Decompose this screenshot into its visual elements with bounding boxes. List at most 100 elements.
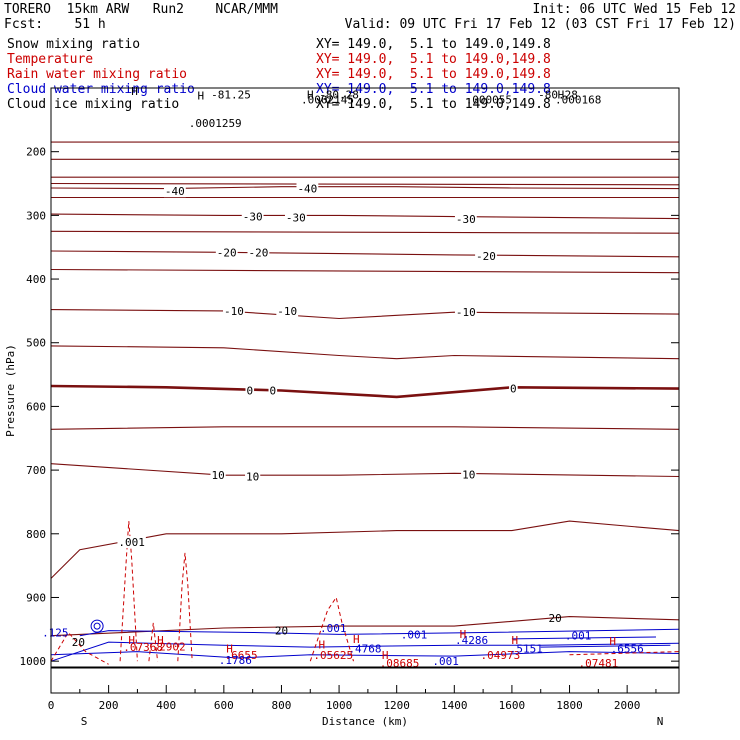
rain-water-contour bbox=[569, 651, 680, 656]
x-tick-label: 800 bbox=[272, 699, 292, 712]
contour-label: .001 bbox=[432, 655, 459, 668]
contour-label: 20 bbox=[549, 612, 562, 625]
contour-label: .001 bbox=[118, 536, 145, 549]
y-tick-label: 500 bbox=[26, 337, 46, 350]
contour-label: .4768 bbox=[348, 642, 381, 655]
legend-label: Cloud ice mixing ratio bbox=[7, 97, 180, 112]
contour-label: .0001259 bbox=[189, 117, 242, 130]
contour-label: 10 bbox=[246, 470, 259, 483]
contour-label: H bbox=[197, 90, 204, 103]
y-tick-label: 300 bbox=[26, 209, 46, 222]
contour-label: .125 bbox=[42, 627, 69, 640]
contour-label: -80.28 bbox=[319, 88, 359, 101]
cloud-water-contour bbox=[93, 622, 101, 630]
contour-label-bg bbox=[296, 182, 319, 195]
contour-label: H bbox=[318, 639, 325, 652]
contour-label-bg bbox=[245, 384, 255, 397]
x-tick-label: 1000 bbox=[326, 699, 353, 712]
contour-label-bg bbox=[454, 213, 477, 226]
legend-xy: XY= 149.0, 5.1 to 149.0,149.8 bbox=[316, 82, 551, 97]
x-tick-label: 1200 bbox=[383, 699, 410, 712]
isotherm-line bbox=[50, 309, 680, 320]
cloud-water-contour bbox=[511, 636, 657, 640]
contour-label: -10 bbox=[224, 305, 244, 318]
contour-label: H bbox=[157, 634, 164, 647]
contour-label: -30 bbox=[243, 211, 263, 224]
contour-label-bg bbox=[241, 210, 264, 223]
contour-label: .07368 bbox=[123, 641, 163, 654]
y-axis-label: Pressure (hPa) bbox=[4, 344, 17, 437]
contour-label: 0 bbox=[270, 385, 277, 398]
contour-label: .2902 bbox=[153, 641, 186, 654]
x-tick-label: 1800 bbox=[556, 699, 583, 712]
contour-label: -20 bbox=[217, 246, 237, 259]
isotherm-line bbox=[50, 186, 680, 190]
contour-label-bg bbox=[163, 185, 186, 198]
contour-label: H bbox=[382, 649, 389, 662]
cloud-water-contour bbox=[90, 619, 104, 633]
x-tick-label: 1600 bbox=[499, 699, 526, 712]
contour-label: .6655 bbox=[225, 649, 258, 662]
header-init: Init: 06 UTC Wed 15 Feb 12 bbox=[532, 2, 737, 17]
x-tick-label: 2000 bbox=[614, 699, 641, 712]
contour-label: 0 bbox=[246, 385, 253, 398]
rain-water-contour bbox=[119, 521, 138, 662]
x-axis-label: Distance (km) bbox=[322, 715, 408, 728]
y-tick-label: 1000 bbox=[20, 655, 47, 668]
contour-label: .0002145 bbox=[301, 93, 354, 106]
contour-label-bg bbox=[247, 246, 270, 259]
contour-label: .001 bbox=[320, 622, 347, 635]
isotherm-line bbox=[50, 520, 680, 579]
y-tick-label: 600 bbox=[26, 400, 46, 413]
contour-label: H bbox=[353, 633, 360, 646]
plot-frame bbox=[50, 87, 680, 694]
contour-label-bg bbox=[276, 304, 299, 317]
contour-label: -40 bbox=[165, 185, 185, 198]
isotherm-line bbox=[50, 384, 680, 399]
contour-label: -80.28 bbox=[538, 88, 578, 101]
contour-label: 10 bbox=[462, 469, 475, 482]
contour-label: H bbox=[226, 642, 233, 655]
legend-xy: XY= 149.0, 5.1 to 149.0,149.8 bbox=[316, 37, 551, 52]
contour-label: .04973 bbox=[481, 649, 521, 662]
contour-label-bg bbox=[284, 211, 307, 224]
contour-label: 20 bbox=[72, 636, 85, 649]
contour-label-bg bbox=[268, 384, 278, 397]
header-fcst: Fcst: 51 h bbox=[4, 17, 106, 32]
contour-label: -20 bbox=[248, 246, 268, 259]
contour-label: 10 bbox=[211, 469, 224, 482]
header-title: TORERO 15km ARW Run2 NCAR/MMM bbox=[4, 2, 278, 17]
rain-water-contour bbox=[148, 622, 159, 662]
rain-water-contour bbox=[309, 596, 354, 662]
legend-label: Snow mixing ratio bbox=[7, 37, 141, 52]
y-tick-label: 800 bbox=[26, 528, 46, 541]
x-tick-label: 0 bbox=[48, 699, 55, 712]
contour-label: -10 bbox=[456, 306, 476, 319]
contour-label: .4286 bbox=[455, 634, 488, 647]
contour-label: H bbox=[609, 635, 616, 648]
contour-label: H bbox=[307, 88, 314, 101]
contour-label: .1786 bbox=[219, 654, 252, 667]
legend-xy: XY= 149.0, 5.1 to 149.0,149.8 bbox=[316, 67, 551, 82]
legend-label: Cloud water mixing ratio bbox=[7, 82, 195, 97]
legend-xy: XY= 149.0, 5.1 to 149.0,149.8 bbox=[316, 52, 551, 67]
contour-label: -40 bbox=[297, 183, 317, 196]
x-tick-label: 1400 bbox=[441, 699, 468, 712]
isotherm-line bbox=[50, 250, 680, 258]
contour-label: H bbox=[131, 85, 138, 98]
isotherm-line bbox=[50, 345, 680, 360]
isotherm-line bbox=[50, 463, 680, 478]
contour-label: -20 bbox=[476, 250, 496, 263]
rain-water-contour bbox=[177, 552, 193, 662]
contour-label: .000055 bbox=[466, 93, 512, 106]
header-valid: Valid: 09 UTC Fri 17 Feb 12 (03 CST Fri … bbox=[344, 17, 736, 32]
contour-label: H bbox=[511, 634, 518, 647]
rain-water-contour bbox=[50, 631, 109, 665]
contour-label: .001 bbox=[401, 628, 428, 641]
contour-label: H bbox=[128, 634, 135, 647]
contour-label: -10 bbox=[277, 305, 297, 318]
legend-xy: XY= 149.0, 5.1 to 149.0,149.8 bbox=[316, 97, 551, 112]
x-tick-label: 400 bbox=[156, 699, 176, 712]
contour-label: H bbox=[460, 628, 467, 641]
